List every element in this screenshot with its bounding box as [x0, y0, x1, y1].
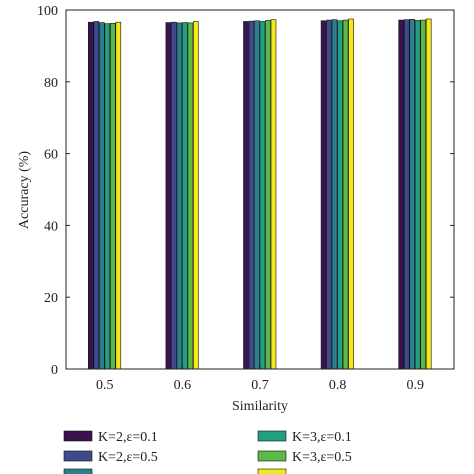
y-axis-title: Accuracy (%): [17, 151, 32, 229]
bar-0.9-series-1: [403, 19, 410, 370]
bar-0.5-series-2: [99, 22, 105, 370]
bar-0.9-series-4: [420, 19, 427, 370]
x-tick-label: 0.8: [329, 378, 347, 393]
y-tick-label: 60: [44, 148, 58, 163]
bar-0.7-series-0: [243, 21, 249, 370]
bar-0.9-series-0: [398, 19, 405, 370]
bar-0.5-series-1: [93, 21, 100, 370]
legend-label-3: K=3,ε=0.1: [292, 430, 352, 445]
x-tick-label: 0.5: [96, 378, 114, 393]
legend-swatch-3: [257, 430, 287, 442]
x-tick-label: 0.9: [406, 378, 424, 393]
bar-0.6-series-5: [193, 21, 199, 370]
legend: K=2,ε=0.1 K=2,ε=0.5 K=3,ε=0.1 K=3,ε=0.5: [63, 430, 352, 474]
legend-label-4: K=3,ε=0.5: [292, 450, 352, 465]
bar-0.6-series-3: [182, 22, 188, 370]
bar-0.7-series-4: [265, 20, 271, 370]
bar-0.5-series-0: [88, 21, 94, 370]
bar-0.5-series-3: [104, 23, 111, 370]
legend-swatch-4: [257, 450, 287, 462]
bar-0.7-series-1: [248, 20, 255, 370]
bar-0.6-series-4: [187, 22, 194, 370]
x-tick-label: 0.7: [251, 378, 269, 393]
y-tick-label: 40: [44, 219, 58, 234]
bar-0.8-series-0: [320, 20, 327, 370]
plot-frame: [65, 9, 455, 370]
bar-0.8-series-2: [331, 19, 338, 370]
legend-swatch-5: [257, 468, 287, 474]
legend-swatch-0: [63, 430, 93, 442]
bar-0.8-series-4: [342, 19, 349, 370]
x-ticks-group: 0.5 0.6 0.7 0.8 0.9: [96, 365, 424, 393]
bar-0.8-series-3: [337, 20, 343, 370]
y-tick-label: 100: [37, 4, 58, 19]
y-ticks-group: 0 20 40 60 80 100: [37, 4, 454, 378]
bar-0.8-series-5: [348, 18, 354, 370]
bar-0.9-series-5: [425, 18, 432, 370]
legend-swatch-1: [63, 450, 93, 462]
bar-0.5-series-5: [115, 21, 122, 370]
legend-swatch-2: [63, 468, 93, 474]
bar-0.7-series-2: [254, 20, 260, 370]
bar-0.6-series-0: [165, 22, 172, 370]
bar-0.5-series-4: [110, 22, 116, 370]
x-tick-label: 0.6: [174, 378, 192, 393]
bar-0.7-series-3: [259, 21, 266, 370]
legend-label-0: K=2,ε=0.1: [98, 430, 158, 445]
x-axis-title: Similarity: [232, 399, 288, 414]
y-tick-label: 80: [44, 76, 58, 91]
bar-0.8-series-1: [326, 19, 332, 370]
bar-0.6-series-1: [171, 21, 177, 370]
bar-0.9-series-3: [414, 20, 421, 370]
bar-0.9-series-2: [409, 19, 416, 370]
y-tick-label: 20: [44, 291, 58, 306]
bars-group: [88, 18, 432, 370]
bar-0.6-series-2: [176, 22, 183, 370]
legend-label-1: K=2,ε=0.5: [98, 450, 158, 465]
bar-0.7-series-5: [270, 19, 277, 370]
y-tick-label: 0: [51, 363, 58, 378]
